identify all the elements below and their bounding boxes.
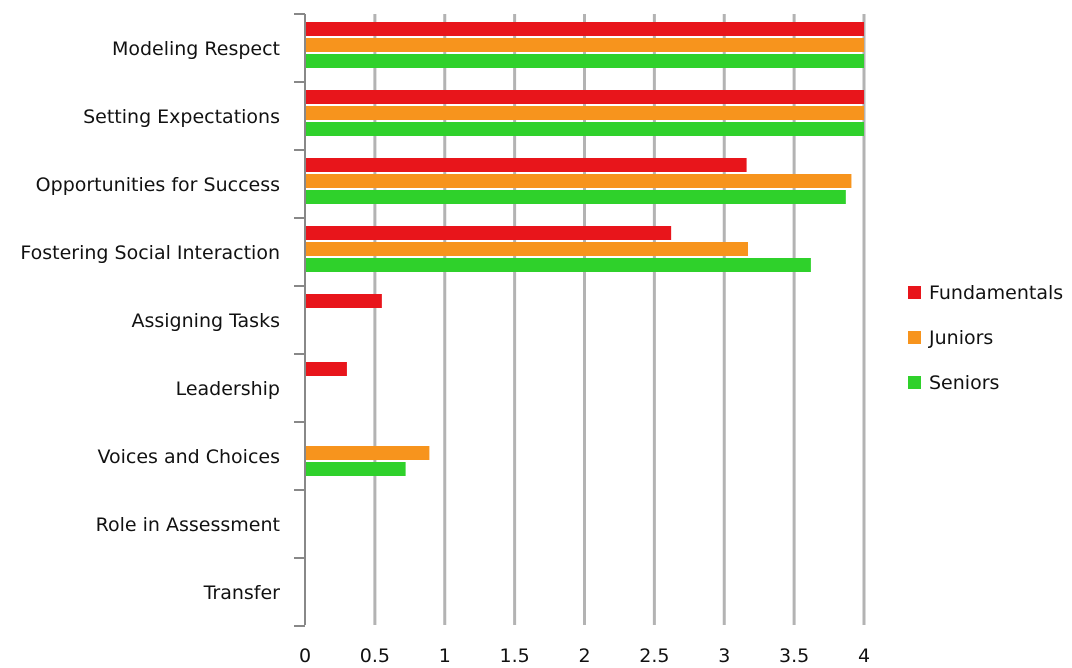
category-label: Assigning Tasks: [131, 310, 280, 332]
bar-fundamentals-0: [305, 22, 864, 36]
category-label: Opportunities for Success: [36, 174, 280, 196]
category-label: Modeling Respect: [112, 38, 280, 60]
x-tick-label: 3.5: [779, 645, 809, 667]
category-label: Leadership: [176, 378, 280, 400]
category-label: Fostering Social Interaction: [20, 242, 280, 264]
legend-swatch-seniors: [908, 376, 921, 389]
category-label: Transfer: [203, 582, 281, 604]
y-axis: [294, 13, 306, 627]
legend-swatch-juniors: [908, 331, 921, 344]
legend-label-fundamentals: Fundamentals: [929, 282, 1063, 304]
bar-seniors-1: [305, 122, 864, 136]
bars: [305, 22, 864, 476]
x-tick-label: 2: [578, 645, 590, 667]
x-tick-label: 0: [299, 645, 311, 667]
category-label: Voices and Choices: [97, 446, 280, 468]
bar-juniors-6: [305, 446, 430, 460]
bar-seniors-0: [305, 54, 864, 68]
x-tick-labels: 0 0.5 1 1.5 2 2.5 3 3.5 4: [299, 645, 870, 667]
x-tick-label: 1.5: [500, 645, 530, 667]
bar-fundamentals-2: [305, 158, 747, 172]
bar-juniors-2: [305, 174, 852, 188]
x-tick-label: 2.5: [639, 645, 669, 667]
bar-seniors-2: [305, 190, 846, 204]
x-tick-label: 3: [718, 645, 730, 667]
category-labels: Modeling Respect Setting Expectations Oppo…: [20, 38, 280, 604]
bar-fundamentals-4: [305, 294, 382, 308]
x-tick-label: 0.5: [360, 645, 390, 667]
bar-juniors-1: [305, 106, 864, 120]
x-tick-label: 1: [439, 645, 451, 667]
legend: Fundamentals Juniors Seniors: [908, 282, 1063, 394]
legend-swatch-fundamentals: [908, 286, 921, 299]
bar-seniors-6: [305, 462, 406, 476]
bar-juniors-0: [305, 38, 864, 52]
gridlines: [373, 14, 866, 625]
legend-label-juniors: Juniors: [928, 327, 993, 349]
bar-juniors-3: [305, 242, 749, 256]
bar-fundamentals-1: [305, 90, 864, 104]
x-tick-label: 4: [858, 645, 870, 667]
bar-fundamentals-5: [305, 362, 347, 376]
legend-label-seniors: Seniors: [929, 372, 999, 394]
bar-seniors-3: [305, 258, 811, 272]
bar-fundamentals-3: [305, 226, 672, 240]
category-label: Role in Assessment: [96, 514, 280, 536]
category-label: Setting Expectations: [83, 106, 280, 128]
